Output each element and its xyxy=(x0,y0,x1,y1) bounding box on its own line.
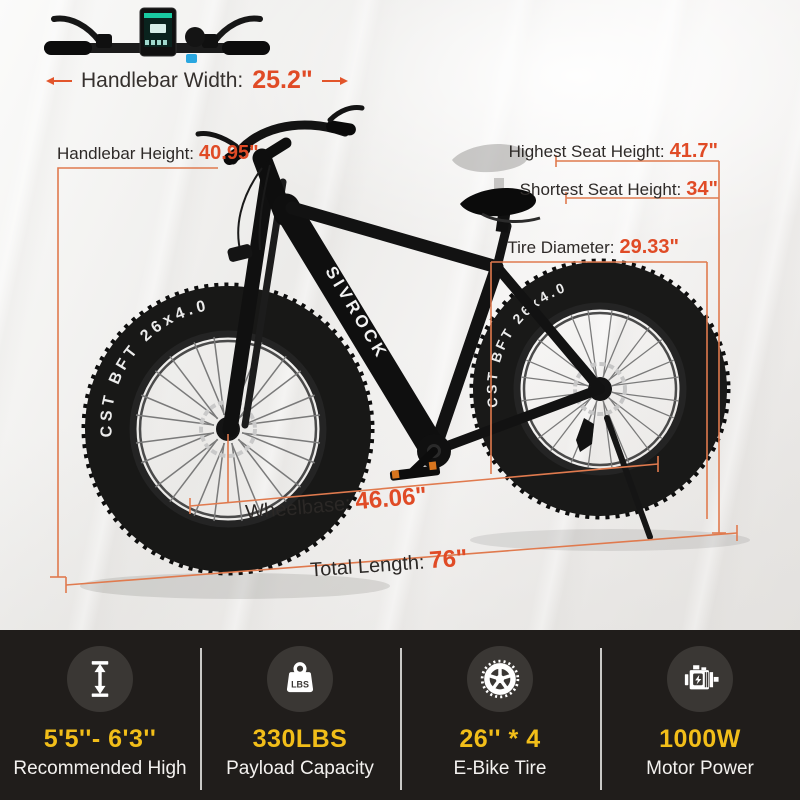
arrow-left-icon xyxy=(46,76,72,85)
kickstand xyxy=(604,415,653,540)
rear-wheel-shadow xyxy=(470,529,750,551)
payload-capacity-label: Payload Capacity xyxy=(226,758,374,779)
scene-background: CST BFT 26x4.0 xyxy=(0,0,800,630)
control-button-pod xyxy=(186,54,197,63)
tire-diameter-label: Tire Diameter: xyxy=(507,238,615,257)
height-range-icon xyxy=(91,661,109,697)
right-brake-lever xyxy=(211,15,263,45)
handlebar-height-label: Handlebar Height: xyxy=(57,144,195,163)
recommended-height-value: 5'5''- 6'3'' xyxy=(43,725,157,753)
tire-icon xyxy=(480,659,520,699)
dimension-lines xyxy=(50,155,738,593)
bike-illustration: CST BFT 26x4.0 xyxy=(50,105,750,599)
total-length-value: 76" xyxy=(428,544,469,575)
svg-text:LBS: LBS xyxy=(291,679,309,689)
front-wheel xyxy=(81,282,375,576)
shortest-seat-height-annotation: Shortest Seat Height: 34" xyxy=(520,178,718,201)
payload-capacity-value: 330LBS xyxy=(252,725,348,753)
tire-diameter-value: 29.33" xyxy=(619,236,679,258)
ebike-tire-label: E-Bike Tire xyxy=(453,758,547,779)
headlight xyxy=(227,244,253,262)
frame-front xyxy=(272,193,512,465)
handlebar-height-value: 40.95" xyxy=(199,142,259,164)
highest-seat-height-value: 41.7" xyxy=(669,140,718,162)
highest-seat-height-label: Highest Seat Height: xyxy=(508,142,665,161)
seat xyxy=(460,187,541,233)
derailleur xyxy=(576,418,594,452)
motor-power-value: 1000W xyxy=(659,725,741,753)
motor-power-label: Motor Power xyxy=(646,758,754,779)
rear-wheel xyxy=(469,258,731,520)
frame-rear xyxy=(427,260,605,458)
tire-diameter-annotation: Tire Diameter: 29.33" xyxy=(507,236,679,259)
motor-icon xyxy=(684,665,719,690)
handlebar-width-annotation: Handlebar Width: 25.2" xyxy=(46,66,348,95)
right-grip xyxy=(222,41,270,55)
throttle-dial xyxy=(185,27,205,47)
handlebar-width-value: 25.2" xyxy=(252,66,313,94)
shortest-seat-height-value: 34" xyxy=(686,178,718,200)
ebike-tire-value: 26'' * 4 xyxy=(459,725,541,753)
handlebar-closeup xyxy=(44,7,270,63)
spec-recommended-height: 5'5''- 6'3'' Recommended High xyxy=(0,630,200,800)
crank-and-pedal xyxy=(389,434,451,481)
spec-ebike-tire: 26'' * 4 E-Bike Tire xyxy=(400,630,600,800)
handlebar-height-annotation: Handlebar Height: 40.95" xyxy=(57,142,259,165)
spec-bar: 5'5''- 6'3'' Recommended High LBS 330LBS… xyxy=(0,630,800,800)
spec-payload-capacity: LBS 330LBS Payload Capacity xyxy=(200,630,400,800)
spec-motor-power: 1000W Motor Power xyxy=(600,630,800,800)
highest-seat-height-annotation: Highest Seat Height: 41.7" xyxy=(509,140,718,163)
left-brake-lever xyxy=(51,15,103,45)
weight-lbs-icon: LBS xyxy=(286,662,314,693)
handlebar-width-label: Handlebar Width: xyxy=(81,68,244,92)
shortest-seat-height-label: Shortest Seat Height: xyxy=(519,180,682,199)
recommended-height-label: Recommended High xyxy=(13,758,187,779)
front-wheel-shadow xyxy=(80,573,390,599)
left-grip xyxy=(44,41,92,55)
arrow-right-icon xyxy=(321,76,348,85)
